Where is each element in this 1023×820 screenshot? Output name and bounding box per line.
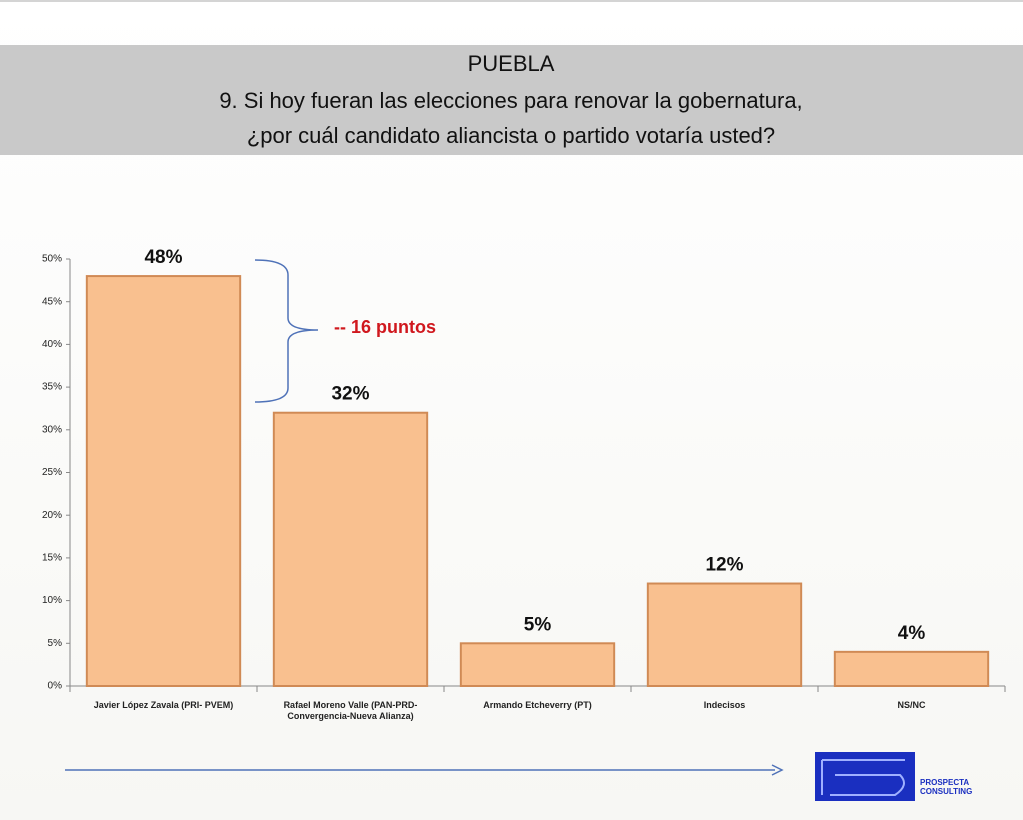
bar: [459, 642, 616, 687]
y-tick-label: 40%: [42, 339, 62, 350]
bar: [85, 275, 242, 687]
bar: [272, 411, 429, 687]
y-tick-label: 25%: [42, 467, 62, 478]
chart-subtitle: ¿por cuál candidato aliancista o partido…: [247, 123, 775, 148]
y-tick-label: 45%: [42, 296, 62, 307]
chart-title: PUEBLA: [468, 51, 555, 76]
y-tick-label: 30%: [42, 424, 62, 435]
y-tick-label: 50%: [42, 254, 62, 265]
x-tick-label: Rafael Moreno Valle (PAN-PRD-Convergenci…: [283, 700, 418, 721]
y-tick-label: 0%: [48, 681, 63, 692]
x-tick-label: Javier López Zavala (PRI- PVEM): [93, 700, 234, 710]
y-tick-label: 35%: [42, 382, 62, 393]
bar: [833, 650, 990, 688]
y-tick-label: 10%: [42, 595, 62, 606]
value-label: 48%: [144, 247, 182, 268]
x-tick-label: Armando Etcheverry (PT): [483, 700, 592, 710]
header-band: [0, 45, 1023, 155]
chart-subtitle: 9. Si hoy fueran las elecciones para ren…: [219, 88, 802, 113]
x-tick-label: NS/NC: [897, 700, 926, 710]
arrow-head: [771, 764, 784, 776]
value-label: 32%: [331, 384, 369, 405]
brace: [254, 259, 319, 403]
value-label: 5%: [524, 614, 552, 635]
x-tick-label: Indecisos: [703, 700, 746, 710]
logo-text: PROSPECTA CONSULTING: [920, 778, 973, 796]
logo-mark: [821, 759, 905, 796]
y-tick-label: 15%: [42, 553, 62, 564]
bar: [646, 582, 803, 688]
y-tick-label: 20%: [42, 510, 62, 521]
y-tick-label: 5%: [48, 638, 63, 649]
annotation: -- 16 puntos: [334, 317, 436, 337]
value-label: 12%: [705, 555, 743, 576]
value-label: 4%: [898, 623, 926, 644]
